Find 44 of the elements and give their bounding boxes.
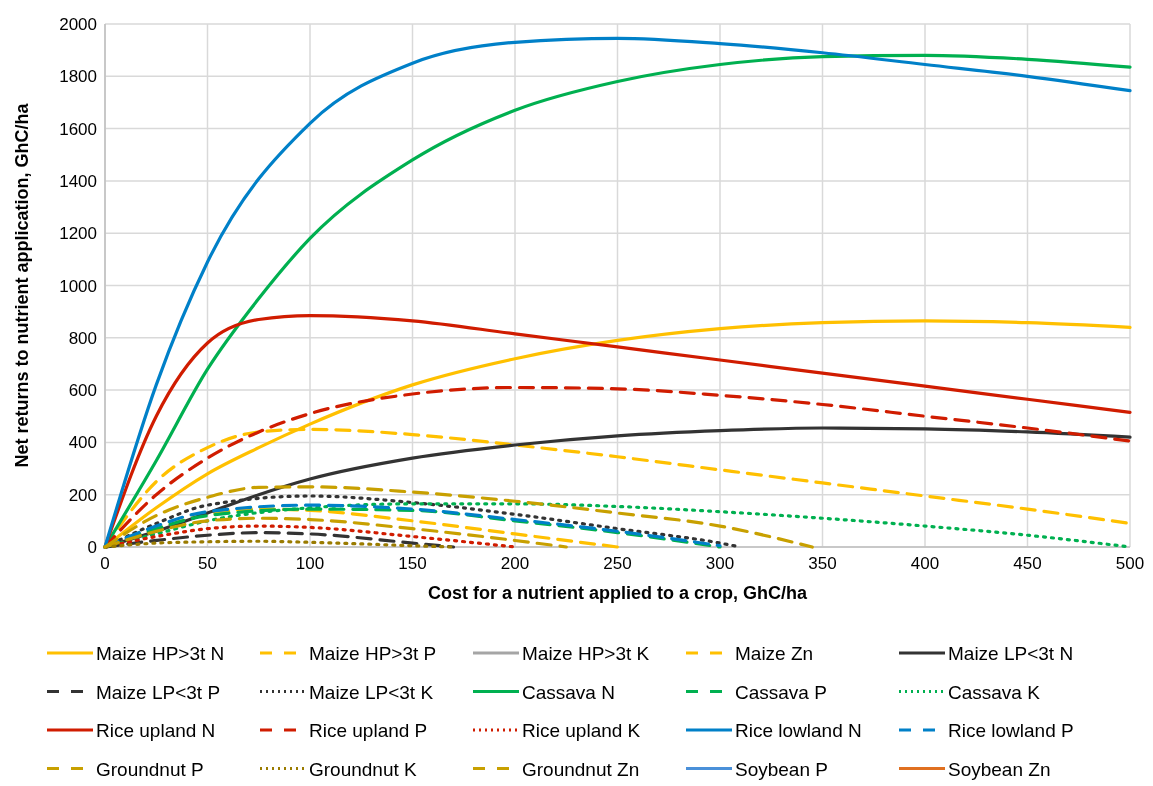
- y-tick-label: 200: [68, 485, 97, 505]
- legend-label: Rice lowland P: [948, 720, 1074, 741]
- legend-label: Groundnut Zn: [522, 758, 640, 780]
- x-tick-label: 200: [500, 554, 530, 573]
- legend-label: Maize LP<3t N: [948, 643, 1074, 664]
- x-tick-label: 100: [295, 554, 325, 573]
- legend-label: Soybean Zn: [948, 758, 1051, 780]
- y-tick-label: 0: [87, 538, 97, 557]
- y-tick-label: 1400: [59, 171, 97, 191]
- x-tick-label: 0: [100, 554, 110, 573]
- x-tick-label: 50: [198, 554, 217, 573]
- legend-label: Cassava K: [948, 681, 1041, 703]
- x-tick-label: 150: [398, 554, 427, 573]
- legend-label: Maize LP<3t K: [309, 681, 434, 703]
- legend-label: Rice upland P: [309, 720, 428, 741]
- y-tick-label: 600: [68, 381, 97, 401]
- x-tick-label: 400: [910, 554, 940, 573]
- legend-label: Maize LP<3t P: [96, 681, 221, 703]
- y-tick-label: 400: [68, 433, 97, 453]
- legend-label: Groundnut P: [96, 758, 204, 780]
- legend-label: Maize HP>3t K: [522, 643, 650, 664]
- legend-label: Rice lowland N: [735, 720, 862, 741]
- y-axis-title: Net returns to nutrient application, GhC/ha: [12, 102, 32, 468]
- y-tick-label: 1000: [59, 276, 97, 296]
- legend-label: Maize HP>3t P: [309, 643, 437, 664]
- legend-label: Soybean P: [735, 758, 828, 780]
- legend-label: Rice upland K: [522, 720, 641, 741]
- x-tick-label: 300: [705, 554, 735, 573]
- x-tick-label: 250: [603, 554, 632, 573]
- y-tick-label: 1800: [59, 67, 97, 87]
- x-tick-label: 450: [1013, 554, 1042, 573]
- legend-label: Maize HP>3t N: [96, 643, 225, 664]
- y-tick-label: 2000: [59, 15, 97, 34]
- x-tick-label: 500: [1115, 554, 1145, 573]
- legend-label: Rice upland N: [96, 720, 216, 741]
- y-tick-label: 1600: [59, 119, 97, 139]
- legend-label: Cassava N: [522, 681, 615, 703]
- legend-label: Cassava P: [735, 681, 827, 703]
- legend-label: Maize Zn: [735, 643, 814, 664]
- y-tick-label: 800: [68, 328, 97, 348]
- legend-label: Groundnut K: [309, 758, 418, 780]
- x-axis-title: Cost for a nutrient applied to a crop, GhC/ha: [427, 583, 808, 603]
- x-tick-label: 350: [808, 554, 837, 573]
- y-tick-label: 1200: [59, 224, 97, 244]
